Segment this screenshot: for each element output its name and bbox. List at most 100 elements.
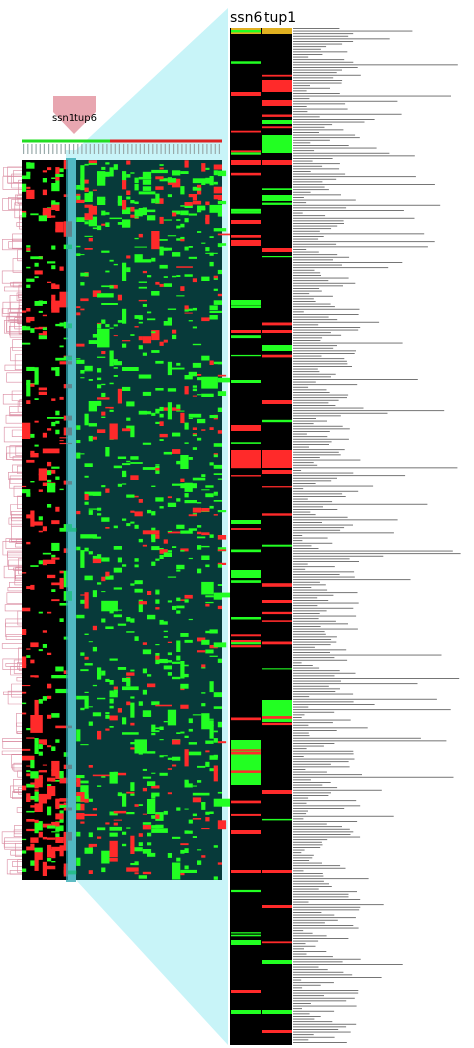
gene-name-line	[293, 631, 325, 633]
gene-name-line	[293, 498, 308, 500]
gene-name-line	[293, 225, 338, 227]
heatmap-cell	[201, 828, 210, 830]
heatmap-cell	[30, 642, 39, 648]
heatmap-cell	[34, 521, 43, 526]
heatmap-cell	[42, 836, 47, 840]
heatmap-cell	[184, 783, 193, 788]
heatmap-cell	[134, 564, 139, 568]
heatmap-cell	[130, 456, 139, 460]
heatmap-cell	[209, 720, 214, 739]
heatmap-cell	[192, 433, 197, 435]
condition-label-mark	[214, 144, 216, 154]
gene-name-line	[293, 563, 308, 565]
gene-name-line	[293, 1036, 335, 1038]
heatmap-cell	[130, 510, 135, 513]
heatmap-cell	[130, 172, 135, 174]
zoom-heatmap-cell	[262, 452, 292, 454]
heatmap-cell	[117, 456, 127, 459]
heatmap-cell	[138, 601, 147, 605]
heatmap-cell	[217, 791, 222, 794]
heatmap-cell	[126, 494, 135, 498]
heatmap-cell	[197, 377, 206, 381]
zoom-heatmap-cell	[262, 960, 292, 964]
zoom-heatmap-cell	[262, 28, 292, 34]
dendrogram-branch	[8, 472, 22, 480]
heatmap-cell	[142, 391, 152, 396]
heatmap-cell	[59, 845, 68, 851]
heatmap-cell	[42, 823, 52, 828]
heatmap-cell	[47, 281, 52, 283]
gene-name-line	[293, 1021, 333, 1023]
heatmap-cell	[26, 400, 31, 404]
gene-name-line	[293, 711, 335, 713]
dendrogram-branch	[8, 559, 22, 570]
heatmap-cell	[30, 453, 39, 458]
gene-name-line	[293, 379, 418, 380]
heatmap-cell	[176, 732, 181, 734]
heatmap-cell	[213, 300, 222, 305]
zoom-heatmap-cells	[231, 28, 292, 1033]
heatmap-cell	[142, 813, 147, 815]
heatmap-cell	[117, 708, 122, 713]
heatmap-cell	[84, 187, 89, 192]
heatmap-cell	[197, 545, 202, 550]
heatmap-cell	[167, 757, 172, 760]
gene-name-line	[293, 893, 349, 895]
heatmap-cell	[113, 689, 118, 693]
zoom-heatmap-cell	[231, 757, 261, 761]
gene-name-line	[293, 454, 341, 456]
heatmap-cell	[159, 619, 164, 623]
gene-name-line	[293, 730, 337, 731]
heatmap-cell	[192, 362, 202, 368]
heatmap-cell	[30, 756, 35, 760]
heatmap-cell	[134, 558, 139, 562]
dendrogram-branch	[10, 301, 22, 313]
heatmap-cell	[51, 183, 60, 192]
gene-name-line	[293, 199, 356, 201]
gene-name-line	[293, 134, 356, 136]
gene-name-line	[293, 490, 359, 492]
heatmap-cell	[176, 857, 181, 862]
gene-name-line	[293, 810, 308, 812]
heatmap-cell	[159, 341, 164, 346]
heatmap-cell	[55, 420, 60, 424]
gene-name-line	[293, 1039, 309, 1041]
gene-name-line	[293, 602, 359, 604]
heatmap-cell	[172, 756, 181, 761]
heatmap-cell	[80, 599, 85, 604]
dendrogram-branch	[6, 316, 22, 332]
heatmap-cell	[97, 730, 102, 740]
heatmap-cell	[217, 233, 235, 236]
heatmap-cell	[138, 233, 143, 238]
dendrogram-branch	[1, 750, 22, 755]
heatmap-cell	[180, 455, 189, 469]
heatmap-cell	[213, 500, 222, 502]
gene-name-line	[293, 38, 390, 40]
heatmap-cell	[217, 547, 227, 552]
gene-name-line	[293, 355, 322, 357]
heatmap-cell	[80, 282, 85, 286]
heatmap-cell	[197, 765, 206, 768]
gene-name-line	[293, 241, 435, 243]
gene-name-line	[293, 605, 318, 607]
gene-name-line	[293, 899, 361, 900]
heatmap-cell	[180, 633, 189, 637]
heatmap-cell	[122, 483, 127, 485]
heatmap-cell	[22, 685, 31, 687]
heatmap-cell	[26, 846, 35, 851]
heatmap-cell	[101, 867, 106, 873]
heatmap-cell	[184, 664, 189, 667]
gene-name-line	[293, 735, 310, 737]
gene-name-line	[293, 48, 321, 50]
gene-name-line	[293, 789, 382, 791]
heatmap-cell	[122, 262, 127, 281]
gene-name-line	[293, 1042, 347, 1043]
gene-name-line	[293, 61, 354, 63]
gene-name-line	[293, 919, 338, 921]
heatmap-cell	[117, 794, 127, 796]
heatmap-cell	[38, 793, 47, 804]
gene-name-line	[293, 958, 361, 960]
heatmap-cell	[213, 765, 218, 782]
heatmap-cell	[126, 673, 135, 676]
gene-name-line	[293, 769, 306, 770]
